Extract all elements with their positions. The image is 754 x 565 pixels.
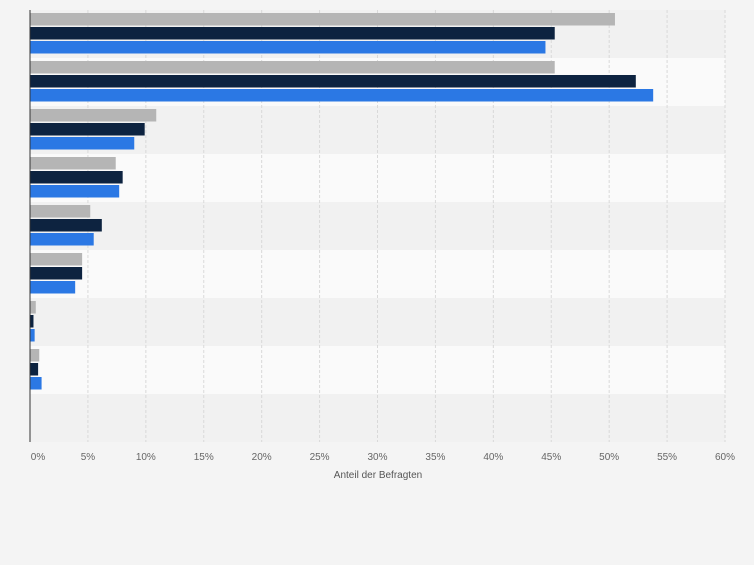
bar-cat2-series2 bbox=[30, 137, 135, 150]
x-tick-label-8: 40% bbox=[483, 452, 503, 463]
bar-cat0-series0 bbox=[30, 13, 615, 26]
bar-cat6-series1 bbox=[30, 315, 34, 328]
x-tick-label-0: 0% bbox=[31, 452, 46, 463]
bar-cat7-series1 bbox=[30, 363, 39, 376]
x-tick-label-2: 10% bbox=[136, 452, 156, 463]
x-tick-label-1: 5% bbox=[81, 452, 96, 463]
x-axis-ticks: 0% 5% 10% 15% 20% 25% 30% 35% 40% 45% 50% 55% 60% bbox=[31, 452, 735, 463]
bar-cat0-series1 bbox=[30, 27, 555, 40]
x-tick-label-10: 50% bbox=[599, 452, 619, 463]
x-tick-label-6: 30% bbox=[367, 452, 387, 463]
bar-cat3-series1 bbox=[30, 171, 123, 184]
x-tick-label-3: 15% bbox=[194, 452, 214, 463]
x-axis-label: Anteil der Befragten bbox=[334, 470, 422, 481]
bar-cat4-series1 bbox=[30, 219, 102, 232]
bar-cat1-series1 bbox=[30, 75, 636, 88]
x-tick-label-4: 20% bbox=[252, 452, 272, 463]
x-tick-label-9: 45% bbox=[541, 452, 561, 463]
bars bbox=[30, 13, 654, 390]
bar-cat5-series2 bbox=[30, 281, 76, 294]
bar-cat6-series0 bbox=[30, 301, 36, 314]
bar-cat1-series0 bbox=[30, 61, 555, 74]
bar-cat1-series2 bbox=[30, 89, 654, 102]
bar-cat0-series2 bbox=[30, 41, 546, 54]
bar-cat3-series0 bbox=[30, 157, 116, 170]
bar-cat5-series0 bbox=[30, 253, 83, 266]
x-tick-label-7: 35% bbox=[425, 452, 445, 463]
bar-cat2-series0 bbox=[30, 109, 157, 122]
bar-cat3-series2 bbox=[30, 185, 120, 198]
bar-cat4-series2 bbox=[30, 233, 94, 246]
x-tick-label-12: 60% bbox=[715, 452, 735, 463]
bar-cat2-series1 bbox=[30, 123, 145, 136]
bar-cat4-series0 bbox=[30, 205, 91, 218]
x-tick-label-11: 55% bbox=[657, 452, 677, 463]
bar-cat7-series0 bbox=[30, 349, 40, 362]
bar-cat6-series2 bbox=[30, 329, 35, 342]
bar-cat7-series2 bbox=[30, 377, 42, 390]
bar-cat5-series1 bbox=[30, 267, 83, 280]
x-tick-label-5: 25% bbox=[310, 452, 330, 463]
